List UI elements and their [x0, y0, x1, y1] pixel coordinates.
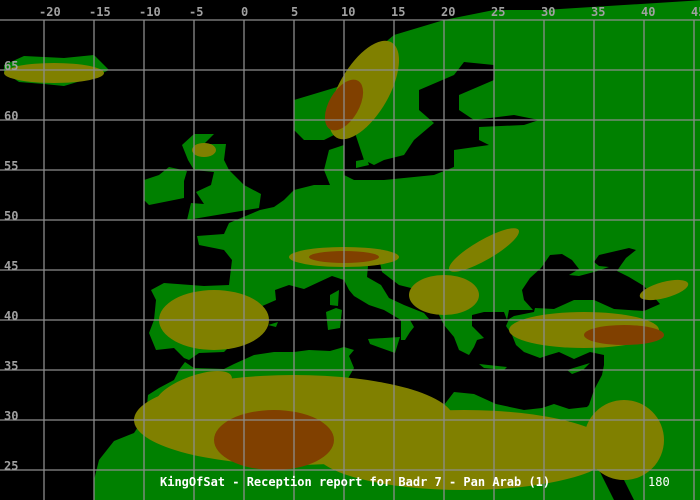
map-title: KingOfSat - Reception report for Badr 7 … — [160, 475, 551, 489]
longitude-label: 30 — [541, 5, 556, 19]
island-corsica — [330, 290, 339, 306]
latitude-label: 65 — [4, 59, 19, 73]
latitude-label: 35 — [4, 359, 19, 373]
latitude-label: 55 — [4, 159, 19, 173]
longitude-label: -20 — [39, 5, 61, 19]
longitude-label: 40 — [641, 5, 656, 19]
latitude-label: 50 — [4, 209, 19, 223]
relief-hoggar — [214, 410, 334, 470]
relief-arabia — [584, 400, 664, 480]
island-sardinia — [326, 308, 342, 330]
latitude-label: 25 — [4, 459, 19, 473]
longitude-label: 15 — [391, 5, 406, 19]
corner-value: 180 — [648, 475, 670, 489]
island-zealand — [356, 159, 369, 168]
longitude-label: 20 — [441, 5, 456, 19]
relief-caucasus — [639, 279, 689, 301]
relief-iceland — [4, 63, 104, 83]
island-cyprus — [567, 363, 590, 374]
island-sicily — [368, 337, 400, 353]
relief-highlands — [192, 143, 216, 157]
longitude-label: 5 — [291, 5, 299, 19]
island-mallorca — [268, 322, 278, 327]
island-ireland — [144, 167, 187, 205]
longitude-label: -10 — [139, 5, 161, 19]
relief-taurus — [584, 325, 664, 345]
longitude-label: 10 — [341, 5, 356, 19]
latitude-label: 45 — [4, 259, 19, 273]
longitude-label: 25 — [491, 5, 506, 19]
latitude-label: 30 — [4, 409, 19, 423]
longitude-label: 35 — [591, 5, 606, 19]
latitude-label: 60 — [4, 109, 19, 123]
longitude-label: 0 — [241, 5, 249, 19]
island-crete — [479, 364, 507, 370]
relief-carpathians — [449, 228, 519, 272]
longitude-label: 45 — [691, 5, 700, 19]
longitude-label: -15 — [89, 5, 111, 19]
land-mainland — [94, 0, 700, 500]
latitude-label: 40 — [4, 309, 19, 323]
longitude-label: -5 — [189, 5, 204, 19]
